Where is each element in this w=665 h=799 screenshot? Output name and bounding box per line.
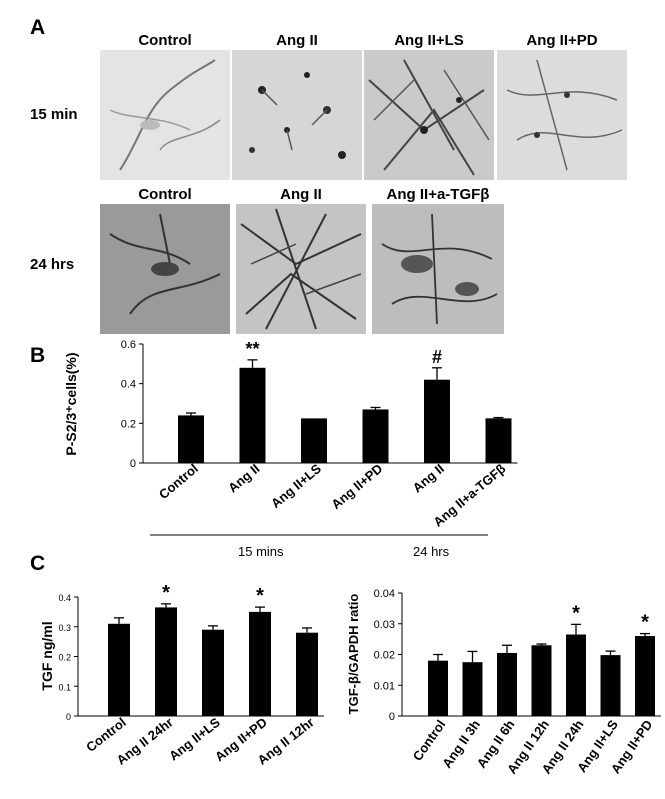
chart-c-right-bar <box>462 662 483 716</box>
micrograph-control-15min <box>100 50 230 180</box>
chart-b-category-label: Ang II+PD <box>328 461 385 512</box>
chart-c-right-ylabel: TGF-β/GAPDH ratio <box>346 594 361 715</box>
row-label-24hrs: 24 hrs <box>30 256 75 273</box>
chart-c-right-bar <box>531 645 552 716</box>
chart-c-right-ytick-label: 0.04 <box>374 588 395 600</box>
chart-b-bar <box>362 409 389 463</box>
chart-c-left-ytick-label: 0 <box>66 712 71 722</box>
chart-b-ytick-label: 0.4 <box>121 379 136 391</box>
group-label-15mins: 15 mins <box>238 544 284 559</box>
chart-c-left-ytick-label: 0.1 <box>58 682 71 692</box>
chart-c-right-bar <box>497 652 517 716</box>
chart-c-left-significance-mark: * <box>162 582 170 604</box>
chart-b-ytick-label: 0.2 <box>121 418 136 430</box>
chart-c-right-bar <box>566 634 586 716</box>
chart-b-bar <box>485 418 512 463</box>
chart-c-left-bar <box>108 623 130 716</box>
micrograph-angii-15min <box>232 50 362 180</box>
chart-c-left-bar <box>296 632 318 716</box>
header-angii-pd-15min: Ang II+PD <box>526 32 598 49</box>
chart-b-significance-mark: # <box>432 347 442 367</box>
chart-b-bar <box>178 415 204 463</box>
micrograph-angii-ls-15min <box>364 50 494 180</box>
chart-c-left-bar <box>202 629 224 716</box>
chart-c-left-bar <box>155 607 177 716</box>
header-control-15min: Control <box>138 32 192 49</box>
header-angii-ls-15min: Ang II+LS <box>394 32 464 49</box>
chart-c-right-bar <box>600 655 621 716</box>
chart-c-right-bar <box>635 636 655 716</box>
micrograph-control-24h <box>100 204 230 334</box>
chart-c-right-ytick-label: 0 <box>389 711 395 723</box>
chart-b-category-label: Ang II <box>410 461 447 496</box>
header-control-24h: Control <box>138 186 192 203</box>
micrograph-angii-pd-15min <box>497 50 627 180</box>
chart-c-left-significance-mark: * <box>256 585 264 607</box>
chart-c-right-significance-mark: * <box>641 612 649 634</box>
chart-c-left-ytick-label: 0.4 <box>58 593 71 603</box>
chart-b-ytick-label: 0.6 <box>121 339 136 351</box>
chart-b-category-label: Ang II <box>225 461 262 496</box>
header-angii-24h: Ang II <box>280 186 322 203</box>
chart-b-significance-mark: ** <box>245 339 259 359</box>
micrograph-angii-atgfb-24h <box>372 204 504 334</box>
chart-b-bar <box>239 367 266 463</box>
micrograph-angii-24h <box>236 204 366 334</box>
chart-c-left-bar <box>249 611 271 716</box>
chart-c-right-ytick-label: 0.02 <box>374 650 395 662</box>
row-label-15min: 15 min <box>30 106 78 123</box>
group-label-24hrs: 24 hrs <box>413 544 450 559</box>
panel-a-letter: A <box>30 16 46 39</box>
chart-c-right-ytick-label: 0.03 <box>374 619 395 631</box>
chart-b-ytick-label: 0 <box>130 458 136 470</box>
chart-c-left-ytick-label: 0.3 <box>58 623 71 633</box>
chart-c-right-bar <box>428 660 448 716</box>
chart-b-ylabel: P-S2/3⁺cells(%) <box>63 352 79 455</box>
chart-b-bar <box>301 418 327 463</box>
chart-b-category-label: Ang II+LS <box>268 461 324 511</box>
chart-c-right-significance-mark: * <box>572 602 580 624</box>
panel-c-letter: C <box>30 552 46 575</box>
chart-c-right-ytick-label: 0.01 <box>374 680 395 692</box>
chart-b-bar <box>424 379 450 463</box>
header-angii-15min: Ang II <box>276 32 318 49</box>
panel-b-letter: B <box>30 344 46 367</box>
chart-b-category-label: Control <box>156 461 201 502</box>
header-angii-atgfb-24h: Ang II+a-TGFβ <box>386 186 490 203</box>
chart-c-left-ylabel: TGF ng/ml <box>39 621 55 690</box>
chart-c-left-ytick-label: 0.2 <box>58 653 71 663</box>
